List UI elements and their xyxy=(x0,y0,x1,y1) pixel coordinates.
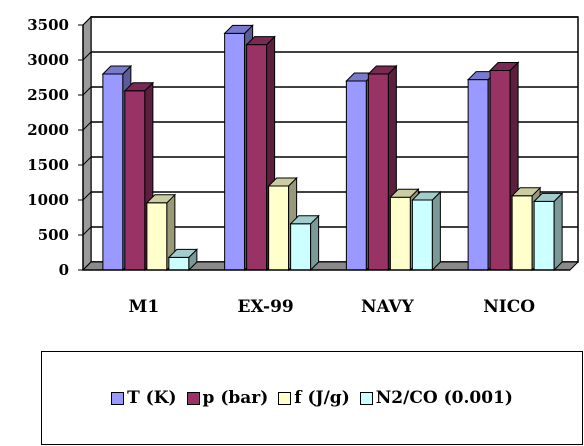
bar-front xyxy=(534,201,554,270)
bar-front xyxy=(346,81,366,270)
bar-front xyxy=(225,33,245,270)
legend-item: p (bar) xyxy=(187,388,269,408)
legend-label: f (J/g) xyxy=(294,388,349,408)
x-category-label: NICO xyxy=(483,297,535,317)
y-tick-label: 3500 xyxy=(27,16,69,34)
bar-chart: 0 500 1000 1500 2000 2500 3000 3500 M1 EX-99 NAVY… xyxy=(0,0,584,350)
y-tick-label: 3000 xyxy=(27,51,69,69)
chart-legend: T (K) p (bar) f (J/g) N2/CO (0.001) xyxy=(41,351,583,445)
x-axis-categories: M1 EX-99 NAVY NICO xyxy=(83,270,570,317)
bar xyxy=(412,192,440,270)
legend-swatch xyxy=(111,392,124,405)
y-tick-label: 0 xyxy=(59,261,69,279)
bar-front xyxy=(468,80,488,270)
x-category-label: NAVY xyxy=(361,297,415,317)
y-tick-label: 500 xyxy=(38,226,69,244)
legend-item: N2/CO (0.001) xyxy=(360,388,513,408)
bar-side xyxy=(311,216,319,270)
bar-front xyxy=(291,224,311,270)
legend-label: T (K) xyxy=(127,388,176,408)
bar xyxy=(534,193,562,270)
legend-swatch xyxy=(360,392,373,405)
bar-side xyxy=(432,192,440,270)
bar-front xyxy=(390,197,410,270)
bar-front xyxy=(169,257,189,270)
bar-front xyxy=(412,200,432,270)
legend-label: N2/CO (0.001) xyxy=(376,388,513,408)
y-axis-ticks: 0 500 1000 1500 2000 2500 3000 3500 xyxy=(27,16,83,279)
side-wall xyxy=(83,17,91,270)
y-tick-label: 1500 xyxy=(27,156,69,174)
x-category-label: M1 xyxy=(129,297,160,317)
legend-item: f (J/g) xyxy=(278,388,349,408)
bar-side xyxy=(554,193,562,270)
legend-swatch xyxy=(187,392,200,405)
bar-front xyxy=(368,74,388,270)
bar-front xyxy=(103,74,123,270)
bar-front xyxy=(269,186,289,270)
y-tick-label: 2000 xyxy=(27,121,69,139)
x-category-label: EX-99 xyxy=(237,297,293,317)
bar-front xyxy=(147,203,167,270)
y-tick-label: 1000 xyxy=(27,191,69,209)
bar-front xyxy=(125,91,145,270)
bar-front xyxy=(490,71,510,271)
legend-label: p (bar) xyxy=(203,388,269,408)
bar xyxy=(291,216,319,270)
bar-front xyxy=(247,45,267,270)
y-tick-label: 2500 xyxy=(27,86,69,104)
legend-item: T (K) xyxy=(111,388,176,408)
legend-swatch xyxy=(278,392,291,405)
bar-front xyxy=(512,196,532,270)
